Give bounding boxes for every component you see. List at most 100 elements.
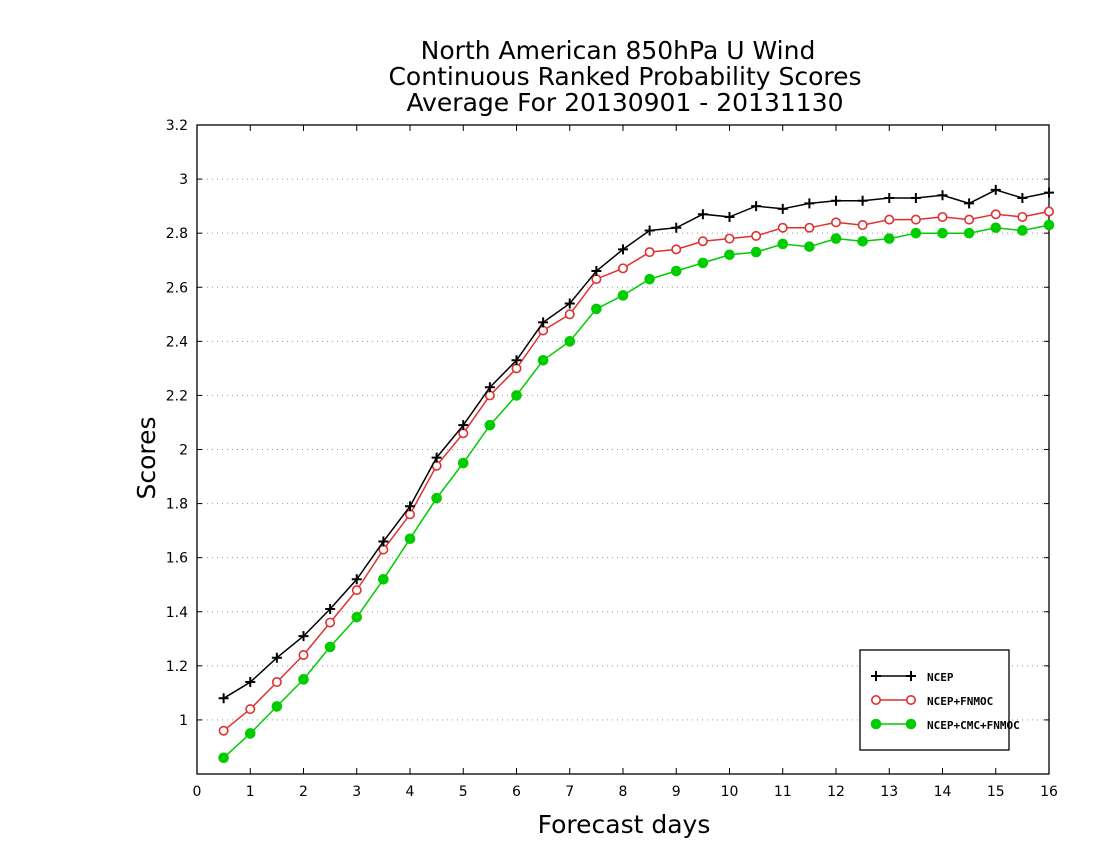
y-tick-label: 2.8 (166, 226, 188, 242)
data-point-ncep (777, 203, 788, 214)
legend-marker-ncep (906, 671, 916, 681)
data-point-ncep-fnmoc (884, 214, 895, 225)
data-point-ncep-fnmoc (325, 617, 336, 628)
data-point-ncep (831, 195, 841, 206)
x-tick-label: 12 (827, 784, 845, 800)
x-tick-label: 13 (880, 784, 898, 800)
data-point-ncep-cmc-fnmoc (644, 273, 655, 285)
data-point-ncep-fnmoc (511, 363, 522, 374)
y-axis-label: Scores (132, 416, 161, 499)
legend-label-ncep: NCEP (927, 671, 954, 684)
data-point-ncep (724, 211, 735, 222)
data-point-ncep (990, 184, 1001, 195)
data-point-ncep-fnmoc (564, 309, 575, 320)
data-point-ncep-fnmoc (245, 704, 256, 715)
data-point-ncep-fnmoc (724, 233, 735, 244)
data-point-ncep-cmc-fnmoc (963, 227, 975, 239)
data-point-ncep-fnmoc (804, 222, 815, 233)
series-ncep-fnmoc (218, 206, 1055, 736)
data-point-ncep (564, 298, 575, 309)
legend-label-ncep-fnmoc: NCEP+FNMOC (927, 695, 993, 708)
data-point-ncep-fnmoc (351, 585, 362, 596)
data-point-ncep-cmc-fnmoc (537, 354, 549, 366)
data-point-ncep (884, 193, 895, 204)
chart-subtitle-1: Continuous Ranked Probability Scores (388, 62, 861, 91)
data-point-ncep (351, 574, 362, 585)
y-tick-label: 1.8 (166, 497, 188, 513)
x-tick-label: 6 (512, 784, 521, 800)
data-point-ncep (964, 198, 975, 209)
data-point-ncep (298, 631, 309, 642)
data-point-ncep-cmc-fnmoc (857, 235, 868, 247)
data-point-ncep-fnmoc (910, 214, 921, 225)
data-point-ncep (458, 420, 469, 431)
data-point-ncep-cmc-fnmoc (1017, 225, 1028, 236)
legend-label-ncep-cmc-fnmoc: NCEP+CMC+FNMOC (927, 719, 1020, 732)
chart-title: North American 850hPa U Wind (421, 36, 816, 65)
y-tick-label: 3.2 (166, 118, 188, 134)
data-point-ncep-cmc-fnmoc (937, 227, 948, 239)
data-point-ncep-fnmoc (751, 230, 762, 241)
x-tick-label: 2 (299, 784, 308, 800)
legend-marker-ncep-cmc-fnmoc (870, 718, 882, 730)
data-point-ncep-fnmoc (404, 509, 415, 520)
data-point-ncep-cmc-fnmoc (457, 457, 469, 469)
data-point-ncep-cmc-fnmoc (484, 419, 496, 431)
data-point-ncep-cmc-fnmoc (351, 611, 363, 623)
data-point-ncep-fnmoc (857, 220, 868, 231)
data-point-ncep (591, 266, 602, 277)
data-point-ncep (484, 382, 495, 393)
data-point-ncep (405, 501, 415, 512)
data-point-ncep (218, 693, 229, 704)
x-axis-label: Forecast days (538, 810, 711, 839)
series-line-ncep (223, 189, 1050, 699)
data-point-ncep-cmc-fnmoc (431, 492, 442, 504)
legend-marker-ncep-cmc-fnmoc (905, 718, 917, 730)
series-ncep (218, 184, 1054, 704)
x-tick-label: 4 (406, 784, 415, 800)
x-tick-label: 11 (774, 784, 792, 800)
x-tick-label: 9 (672, 784, 681, 800)
data-point-ncep-fnmoc (591, 274, 602, 285)
data-point-ncep-fnmoc (1044, 206, 1055, 217)
data-point-ncep (618, 244, 628, 255)
y-tick-label: 2.6 (166, 280, 188, 296)
series-ncep-cmc-fnmoc (218, 219, 1055, 764)
data-point-ncep-cmc-fnmoc (298, 674, 309, 685)
data-point-ncep-cmc-fnmoc (777, 238, 789, 250)
data-point-ncep-cmc-fnmoc (564, 336, 576, 347)
x-tick-label: 8 (619, 784, 628, 800)
chart-subtitle-2: Average For 20130901 - 20131130 (406, 88, 843, 117)
data-point-ncep (644, 225, 655, 236)
data-point-ncep-fnmoc (697, 236, 708, 247)
data-point-ncep-cmc-fnmoc (1043, 219, 1055, 231)
data-point-ncep-fnmoc (777, 222, 788, 233)
x-tick-label: 15 (987, 784, 1005, 800)
data-point-ncep (378, 536, 389, 547)
data-point-ncep-cmc-fnmoc (511, 390, 522, 401)
legend-marks (870, 671, 917, 730)
data-point-ncep-fnmoc (298, 650, 309, 661)
y-tick-label: 2 (179, 443, 188, 459)
data-point-ncep-cmc-fnmoc (244, 728, 256, 739)
x-tick-label: 10 (721, 784, 739, 800)
data-point-ncep-cmc-fnmoc (830, 233, 842, 244)
data-point-ncep (910, 193, 921, 204)
x-tick-label: 1 (246, 784, 255, 800)
data-point-ncep-fnmoc (1017, 211, 1028, 222)
data-point-ncep (751, 201, 762, 212)
x-tick-label: 0 (193, 784, 202, 800)
grid-layer (197, 124, 1049, 721)
data-point-ncep-fnmoc (830, 217, 841, 228)
y-tick-label: 1.4 (166, 605, 188, 621)
data-point-ncep-cmc-fnmoc (271, 701, 283, 712)
data-point-ncep (857, 195, 868, 206)
data-point-ncep (671, 222, 682, 233)
x-tick-label: 5 (459, 784, 468, 800)
legend-marker-ncep-fnmoc (905, 694, 916, 705)
data-point-ncep-fnmoc (218, 725, 229, 736)
data-point-ncep (325, 604, 336, 615)
legend: NCEP NCEP+FNMOC NCEP+CMC+FNMOC (859, 649, 1020, 751)
y-tick-label: 3 (179, 172, 188, 188)
y-tick-label: 2.2 (166, 388, 188, 404)
